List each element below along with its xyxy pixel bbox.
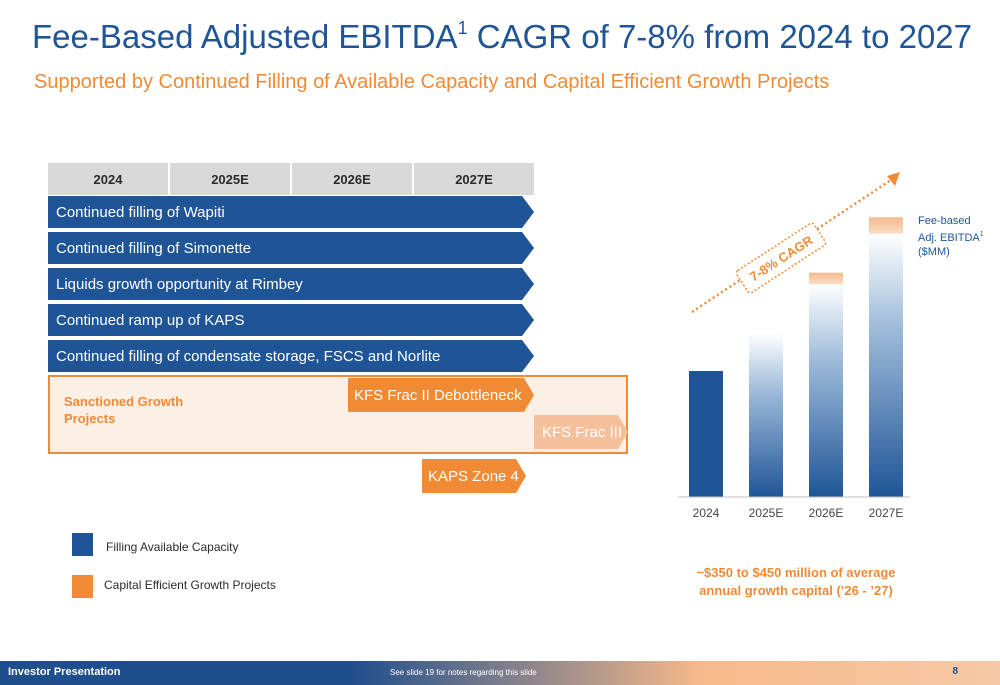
bar-growth-2026e bbox=[809, 272, 843, 285]
series-label-sup: 1 bbox=[979, 231, 984, 238]
legend-label-growth: Capital Efficient Growth Projects bbox=[104, 578, 276, 592]
title-footnote: 1 bbox=[457, 18, 468, 38]
bar-2026e bbox=[809, 284, 843, 497]
page-number: 8 bbox=[952, 666, 958, 677]
bar-2027e bbox=[869, 233, 903, 497]
legend-swatch-filling bbox=[72, 533, 93, 556]
footer-title: Investor Presentation bbox=[8, 666, 121, 678]
legend-label-filling: Filling Available Capacity bbox=[106, 540, 239, 554]
project-kfs-frac-ii: KFS Frac II Debottleneck bbox=[348, 378, 534, 412]
title-main: Fee-Based Adjusted EBITDA bbox=[32, 18, 458, 55]
chart-x-ticks: 2024 2025E 2026E 2027E bbox=[693, 506, 904, 520]
cagr-box bbox=[735, 222, 827, 294]
year-2027e: 2027E bbox=[414, 163, 534, 195]
sanctioned-projects-box bbox=[48, 375, 628, 454]
legend-swatch-growth bbox=[72, 575, 93, 598]
filling-row-rimbey: Liquids growth opportunity at Rimbey bbox=[48, 268, 534, 300]
cagr-arrowhead bbox=[887, 172, 900, 186]
title-rest: CAGR of 7-8% from 2024 to 2027 bbox=[467, 18, 973, 55]
ebitda-chart: 2024 2025E 2026E 2027E 7-8% CAGR bbox=[678, 172, 910, 520]
year-header-row: 2024 2025E 2026E 2027E bbox=[48, 163, 534, 195]
footer-bar: Investor Presentation See slide 19 for n… bbox=[0, 661, 1000, 685]
series-label-line1: Fee-based bbox=[918, 215, 971, 227]
series-unit: ($MM) bbox=[918, 246, 950, 258]
x-tick-2025e: 2025E bbox=[749, 506, 784, 520]
chart-series-label: Fee-based Adj. EBITDA1 ($MM) bbox=[918, 214, 984, 259]
chart-bars bbox=[689, 217, 903, 497]
series-label-line2: Adj. EBITDA bbox=[918, 232, 980, 244]
bar-2024 bbox=[689, 371, 723, 497]
year-2024: 2024 bbox=[48, 163, 170, 195]
x-tick-2027e: 2027E bbox=[869, 506, 904, 520]
growth-capital-note: ~$350 to $450 million of average annual … bbox=[696, 565, 896, 598]
year-2025e: 2025E bbox=[170, 163, 292, 195]
filling-row-kaps: Continued ramp up of KAPS bbox=[48, 304, 534, 336]
sanctioned-label: Sanctioned Growth Projects bbox=[64, 394, 184, 426]
page-title: Fee-Based Adjusted EBITDA1 CAGR of 7-8% … bbox=[32, 18, 972, 56]
bar-2025e bbox=[749, 333, 783, 497]
filling-row-condensate: Continued filling of condensate storage,… bbox=[48, 340, 534, 372]
project-kaps-zone-4: KAPS Zone 4 bbox=[422, 459, 526, 493]
year-2026e: 2026E bbox=[292, 163, 414, 195]
x-tick-2026e: 2026E bbox=[809, 506, 844, 520]
filling-row-wapiti: Continued filling of Wapiti bbox=[48, 196, 534, 228]
x-tick-2024: 2024 bbox=[693, 506, 720, 520]
page-subtitle: Supported by Continued Filling of Availa… bbox=[34, 71, 830, 93]
project-kfs-frac-iii: KFS Frac III bbox=[534, 415, 628, 449]
filling-row-simonette: Continued filling of Simonette bbox=[48, 232, 534, 264]
bar-growth-2027e bbox=[869, 217, 903, 234]
footer-note: See slide 19 for notes regarding this sl… bbox=[390, 668, 537, 677]
